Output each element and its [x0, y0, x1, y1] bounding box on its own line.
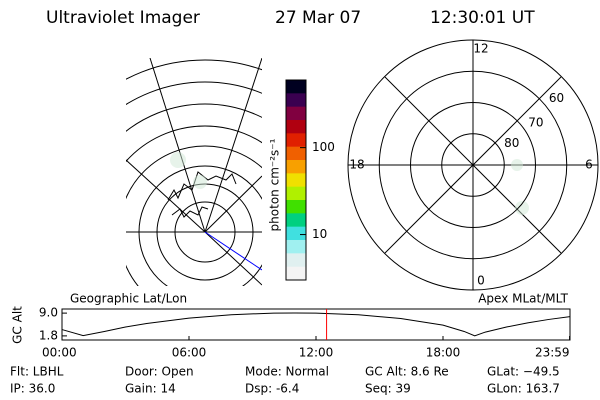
mlt-label: 0 — [477, 274, 485, 288]
info-field: Seq: 39 — [365, 382, 411, 396]
x-tick-label: 00:00 — [42, 346, 77, 360]
y-tick-label: 9.0 — [39, 306, 58, 320]
colorbar-segment — [286, 266, 306, 281]
colorbar-label: photon cm⁻²s⁻¹ — [268, 138, 282, 231]
colorbar-segment — [286, 160, 306, 174]
time: 12:30:01 UT — [430, 8, 535, 28]
colorbar-frame — [285, 79, 307, 281]
aurora-glow — [515, 201, 529, 215]
info-field: GLon: 163.7 — [487, 382, 560, 396]
mlt-label: 12 — [473, 42, 488, 56]
aurora-glow — [511, 159, 523, 171]
aurora-glow — [170, 152, 186, 168]
geo-map — [126, 58, 262, 286]
instrument-title: Ultraviolet Imager — [46, 8, 200, 28]
colorbar-segment — [286, 106, 306, 121]
lat-label: 70 — [528, 116, 543, 130]
x-tick-label: 12:00 — [299, 346, 334, 360]
colorbar-segment — [286, 240, 306, 254]
lat-ring — [441, 133, 505, 197]
aurora-glow — [193, 175, 207, 189]
colorbar-segment — [286, 253, 306, 268]
colorbar-segment — [286, 133, 306, 148]
colorbar-tick-label: 10 — [312, 227, 327, 241]
colorbar-segment — [286, 186, 306, 201]
lat-ring — [410, 102, 536, 228]
colorbar-segment — [286, 200, 306, 214]
info-field: Mode: Normal — [245, 365, 329, 379]
lat-label: 60 — [549, 91, 564, 105]
altitude-curve — [61, 312, 571, 337]
polar-title: Apex MLat/MLT — [478, 292, 568, 306]
colorbar-segment — [286, 173, 306, 188]
colorbar-segment — [286, 80, 306, 94]
x-tick-label: 18:00 — [426, 346, 461, 360]
y-tick-label: 1.8 — [39, 328, 58, 342]
info-field: IP: 36.0 — [10, 382, 55, 396]
lat-label: 80 — [504, 136, 519, 150]
footer: Flt: LBHL Door: Open Mode: Normal GC Alt: 8… — [10, 365, 560, 396]
map-title: Geographic Lat/Lon — [70, 292, 187, 306]
colorbar-segment — [286, 146, 306, 161]
colorbar — [286, 80, 306, 281]
colorbar-segment — [286, 213, 306, 228]
date: 27 Mar 07 — [275, 8, 361, 28]
info-field: Gain: 14 — [125, 382, 176, 396]
info-field: GC Alt: 8.6 Re — [365, 365, 449, 379]
colorbar-segment — [286, 120, 306, 134]
info-field: GLat: −49.5 — [487, 365, 560, 379]
altitude-label: GC Alt — [11, 306, 25, 344]
lat-ring — [378, 70, 568, 260]
mlt-label: 18 — [349, 158, 364, 172]
colorbar-segment — [286, 93, 306, 108]
colorbar-tick-label: 100 — [312, 140, 335, 154]
x-tick-label: 23:59 — [535, 346, 570, 360]
colorbar-segment — [286, 226, 306, 241]
info-field: Door: Open — [125, 365, 194, 379]
mlt-label: 6 — [585, 158, 593, 172]
polar-grid — [347, 39, 599, 291]
info-field: Dsp: -6.4 — [245, 382, 299, 396]
x-tick-label: 06:00 — [172, 346, 207, 360]
info-field: Flt: LBHL — [10, 365, 64, 379]
